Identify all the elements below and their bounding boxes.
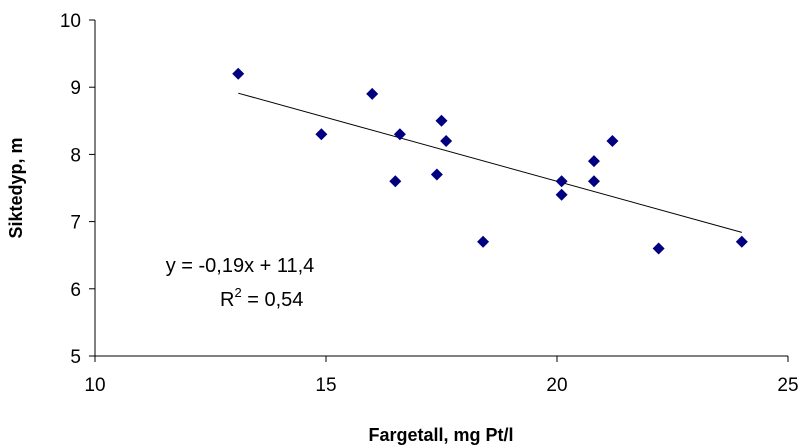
data-point [393, 128, 406, 141]
data-point [366, 87, 379, 100]
data-point [232, 67, 245, 80]
data-point [389, 175, 402, 188]
data-points [232, 67, 748, 255]
y-tick-label: 8 [70, 145, 81, 166]
x-tick-label: 10 [84, 375, 105, 396]
data-point [440, 134, 453, 147]
x-tick-label: 15 [315, 375, 336, 396]
r-squared-prefix: R [220, 289, 234, 311]
data-point [315, 128, 328, 141]
r-squared-value: = 0,54 [242, 289, 304, 311]
data-point [606, 134, 619, 147]
data-point [435, 114, 448, 127]
y-axis-ticks: 5 6 7 8 9 10 [60, 11, 95, 368]
y-tick-label: 7 [70, 213, 81, 234]
x-tick-label: 20 [546, 375, 567, 396]
r-squared-exponent: 2 [234, 285, 241, 300]
data-point [587, 175, 600, 188]
data-point [735, 235, 748, 248]
trendline-equation: y = -0,19x + 11,4 [166, 255, 315, 277]
data-point [652, 242, 665, 255]
data-point [477, 235, 490, 248]
x-axis-title: Fargetall, mg Pt/l [368, 425, 513, 445]
data-point [555, 175, 568, 188]
y-tick-label: 9 [70, 78, 81, 99]
r-squared-label: R2 = 0,54 [220, 285, 303, 311]
axes [94, 20, 788, 357]
trendline [238, 92, 742, 233]
y-tick-label: 6 [70, 280, 81, 301]
data-point [430, 168, 443, 181]
data-point [555, 188, 568, 201]
x-tick-label: 25 [777, 375, 798, 396]
y-tick-label: 5 [70, 347, 81, 368]
x-axis-ticks: 10 15 20 25 [84, 356, 799, 396]
y-tick-label: 10 [60, 11, 81, 32]
y-axis-title: Siktedyp, m [6, 137, 26, 238]
data-point [587, 155, 600, 168]
